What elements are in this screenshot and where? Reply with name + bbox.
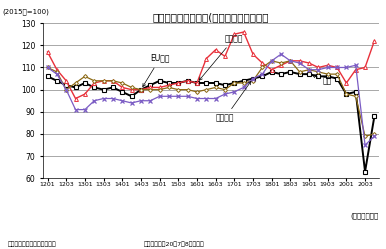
Text: （資料）財務省「貿易統計」: （資料）財務省「貿易統計」: [8, 241, 56, 247]
Text: (年・四半期）: (年・四半期）: [351, 212, 379, 219]
Text: 中国向け: 中国向け: [199, 34, 244, 80]
Text: 米国向け: 米国向け: [216, 81, 251, 123]
Title: 地域別輸出数量指数(季節調整値）の推移: 地域別輸出数量指数(季節調整値）の推移: [153, 12, 269, 22]
Text: EU向け: EU向け: [143, 54, 170, 87]
Text: 全体: 全体: [312, 75, 332, 85]
Text: (2015年=100): (2015年=100): [2, 9, 49, 15]
Text: （注）直近は20年7、8月の平均: （注）直近は20年7、8月の平均: [143, 241, 204, 247]
